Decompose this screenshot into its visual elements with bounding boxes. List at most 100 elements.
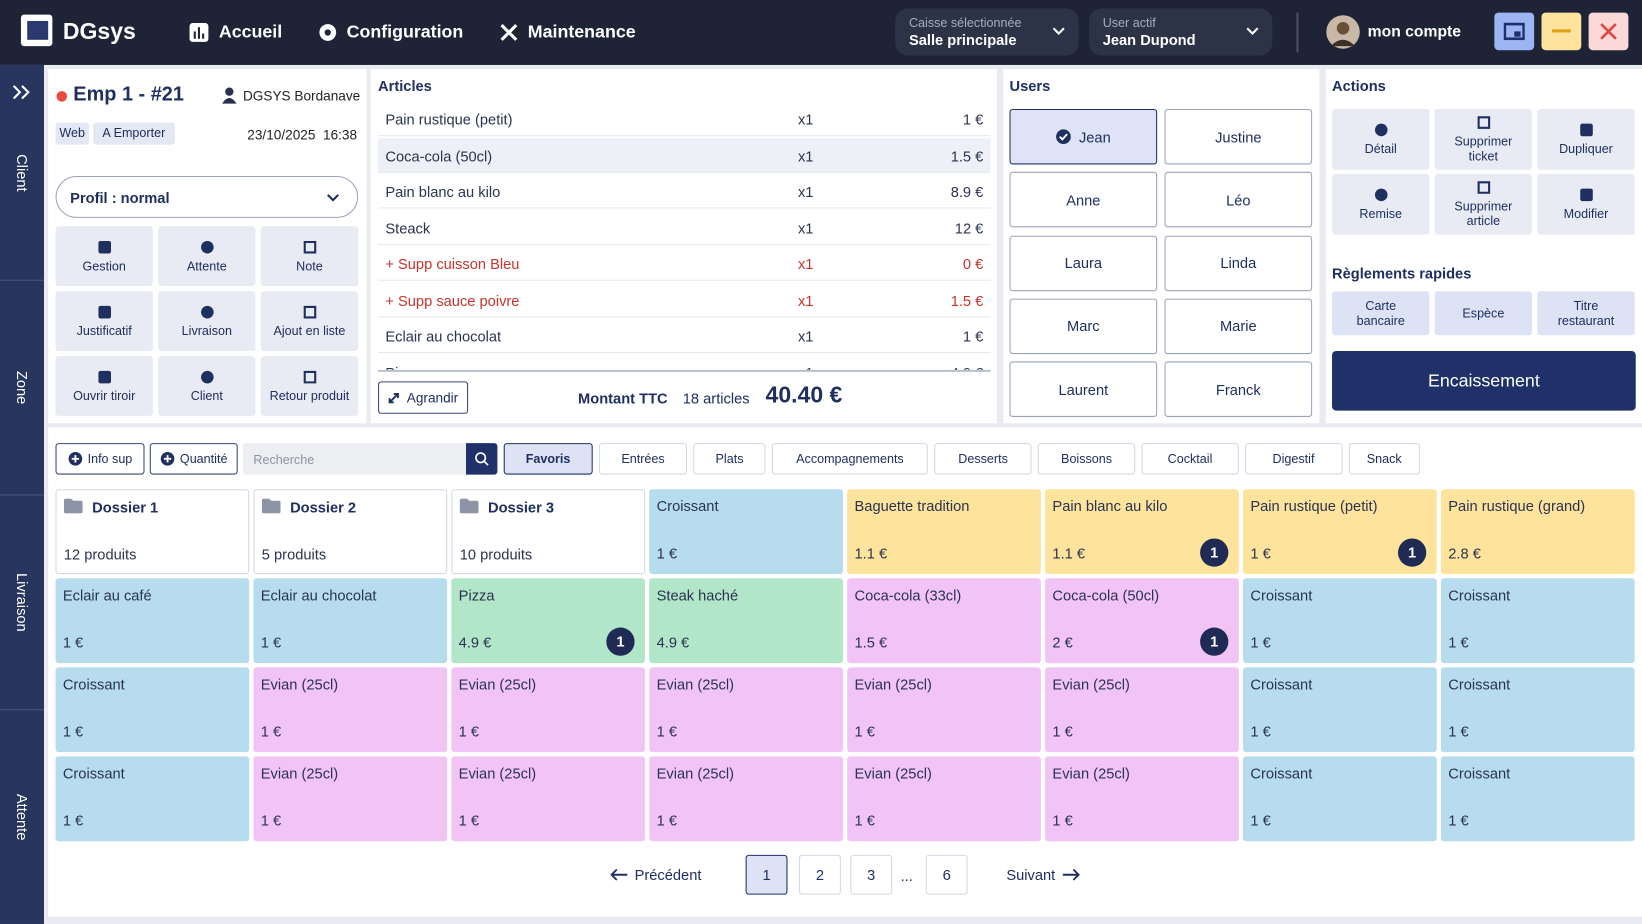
minimize-button[interactable] [1541, 12, 1582, 51]
expand-icon[interactable] [12, 84, 33, 101]
page-button[interactable]: 6 [925, 854, 968, 895]
folder-tile[interactable]: Dossier 1 12 produits [55, 489, 250, 575]
product-tile[interactable]: Coca-cola (33cl) 1.5 € [847, 578, 1041, 664]
product-tile[interactable]: Baguette tradition 1.1 € [847, 489, 1041, 575]
action-button[interactable]: Supprimer ticket [1434, 108, 1533, 170]
prev-button[interactable]: Précédent [609, 864, 701, 885]
product-tile[interactable]: Croissant 1 € [1440, 578, 1635, 664]
page-button[interactable]: 3 [850, 854, 893, 895]
action-button[interactable]: Remise [1332, 173, 1430, 235]
action-button[interactable]: Livraison [158, 291, 256, 351]
category-tab[interactable]: Desserts [934, 443, 1032, 475]
payment-button[interactable]: Espèce [1434, 291, 1533, 336]
product-tile[interactable]: Evian (25cl) 1 € [451, 667, 646, 753]
nav-link[interactable]: Configuration [346, 21, 464, 42]
article-row[interactable]: Pain rustique (petit) x1 1 € [378, 101, 991, 137]
category-tab[interactable]: Favoris [503, 443, 593, 475]
sidebar-tab[interactable]: Zone [13, 370, 31, 405]
product-tile[interactable]: Pain rustique (petit) 1 € 1 [1243, 489, 1437, 575]
checkout-button[interactable]: Encaissement [1332, 350, 1636, 411]
expand-button[interactable]: Agrandir [378, 381, 469, 414]
product-tile[interactable]: Evian (25cl) 1 € [847, 667, 1041, 753]
action-button[interactable]: Modifier [1537, 173, 1635, 235]
page-button[interactable]: 2 [799, 854, 841, 895]
product-tile[interactable]: Evian (25cl) 1 € [253, 756, 448, 842]
product-tile[interactable]: Coca-cola (50cl) 2 € 1 [1045, 578, 1239, 664]
info-button[interactable]: Info sup [55, 443, 145, 475]
folder-tile[interactable]: Dossier 2 5 produits [253, 489, 448, 575]
user-button[interactable]: Léo [1164, 172, 1313, 228]
action-button[interactable]: Note [260, 226, 359, 286]
user-button[interactable]: Jean [1009, 108, 1158, 165]
product-tile[interactable]: Croissant 1 € [1440, 667, 1635, 753]
article-row[interactable]: Steack x1 12 € [378, 210, 991, 245]
category-tab[interactable]: Entrées [598, 443, 688, 475]
page-button[interactable]: 1 [745, 854, 788, 895]
category-tab[interactable]: Accompagnements [771, 443, 929, 475]
article-row[interactable]: Eclair au chocolat x1 1 € [378, 318, 991, 354]
article-row[interactable]: Coca-cola (50cl) x1 1.5 € [378, 137, 991, 173]
category-tab[interactable]: Plats [693, 443, 766, 475]
search-input[interactable]: Recherche [242, 443, 467, 475]
category-tab[interactable]: Snack [1348, 443, 1421, 475]
sidebar-tab[interactable]: Client [13, 154, 31, 192]
user-button[interactable]: Laura [1009, 235, 1158, 291]
action-button[interactable]: Dupliquer [1537, 108, 1635, 170]
product-tile[interactable]: Evian (25cl) 1 € [649, 756, 843, 842]
product-tile[interactable]: Croissant 1 € [1243, 667, 1437, 753]
sidebar-tab[interactable]: Livraison [13, 573, 31, 632]
category-tab[interactable]: Cocktail [1141, 443, 1239, 475]
article-row[interactable]: Pain blanc au kilo x1 8.9 € [378, 173, 991, 209]
action-button[interactable]: Justificatif [55, 291, 153, 351]
search-button[interactable] [466, 443, 498, 475]
quantity-button[interactable]: Quantité [149, 443, 238, 475]
caisse-select[interactable]: Caisse sélectionnée Salle principale [895, 8, 1079, 56]
nav-link[interactable]: Accueil [218, 21, 283, 42]
article-row[interactable]: + Supp sauce poivre x1 1.5 € [378, 282, 991, 317]
product-tile[interactable]: Steak haché 4.9 € [649, 578, 843, 664]
product-tile[interactable]: Evian (25cl) 1 € [847, 756, 1041, 842]
user-button[interactable]: Marie [1164, 298, 1313, 354]
article-row[interactable]: Pizza x1 4.9 € [378, 354, 991, 370]
product-tile[interactable]: Pain rustique (grand) 2.8 € [1440, 489, 1635, 575]
action-button[interactable]: Ajout en liste [260, 291, 359, 351]
category-tab[interactable]: Digestif [1244, 443, 1343, 475]
product-tile[interactable]: Eclair au chocolat 1 € [253, 578, 448, 664]
product-tile[interactable]: Eclair au café 1 € [55, 578, 250, 664]
next-button[interactable]: Suivant [1006, 864, 1080, 885]
user-select[interactable]: User actif Jean Dupond [1089, 8, 1273, 56]
user-button[interactable]: Laurent [1009, 361, 1158, 418]
payment-button[interactable]: Titre restaurant [1537, 291, 1635, 336]
user-button[interactable]: Marc [1009, 298, 1158, 354]
product-tile[interactable]: Evian (25cl) 1 € [253, 667, 448, 753]
category-tab[interactable]: Boissons [1037, 443, 1136, 475]
product-tile[interactable]: Croissant 1 € [55, 667, 250, 753]
user-button[interactable]: Anne [1009, 172, 1158, 228]
window-button[interactable] [1494, 12, 1535, 51]
user-button[interactable]: Franck [1164, 361, 1313, 418]
close-button[interactable] [1588, 12, 1629, 51]
payment-button[interactable]: Carte bancaire [1332, 291, 1430, 336]
action-button[interactable]: Retour produit [260, 356, 359, 416]
product-tile[interactable]: Croissant 1 € [1243, 578, 1437, 664]
product-tile[interactable]: Croissant 1 € [649, 489, 843, 575]
product-tile[interactable]: Pizza 4.9 € 1 [451, 578, 646, 664]
profile-select[interactable]: Profil : normal [55, 175, 359, 218]
sidebar-tab[interactable]: Attente [13, 793, 31, 841]
product-tile[interactable]: Croissant 1 € [1243, 756, 1437, 842]
action-button[interactable]: Client [158, 356, 256, 416]
product-tile[interactable]: Evian (25cl) 1 € [451, 756, 646, 842]
nav-link[interactable]: Maintenance [527, 21, 636, 42]
product-tile[interactable]: Pain blanc au kilo 1.1 € 1 [1045, 489, 1239, 575]
action-button[interactable]: Ouvrir tiroir [55, 356, 153, 416]
product-tile[interactable]: Croissant 1 € [55, 756, 250, 842]
product-tile[interactable]: Croissant 1 € [1440, 756, 1635, 842]
product-tile[interactable]: Evian (25cl) 1 € [1045, 667, 1239, 753]
account[interactable]: mon compte [1367, 23, 1462, 41]
product-tile[interactable]: Evian (25cl) 1 € [649, 667, 843, 753]
action-button[interactable]: Détail [1332, 108, 1430, 170]
action-button[interactable]: Gestion [55, 226, 153, 286]
folder-tile[interactable]: Dossier 3 10 produits [451, 489, 646, 575]
action-button[interactable]: Supprimer article [1434, 173, 1533, 235]
user-button[interactable]: Linda [1164, 235, 1313, 291]
